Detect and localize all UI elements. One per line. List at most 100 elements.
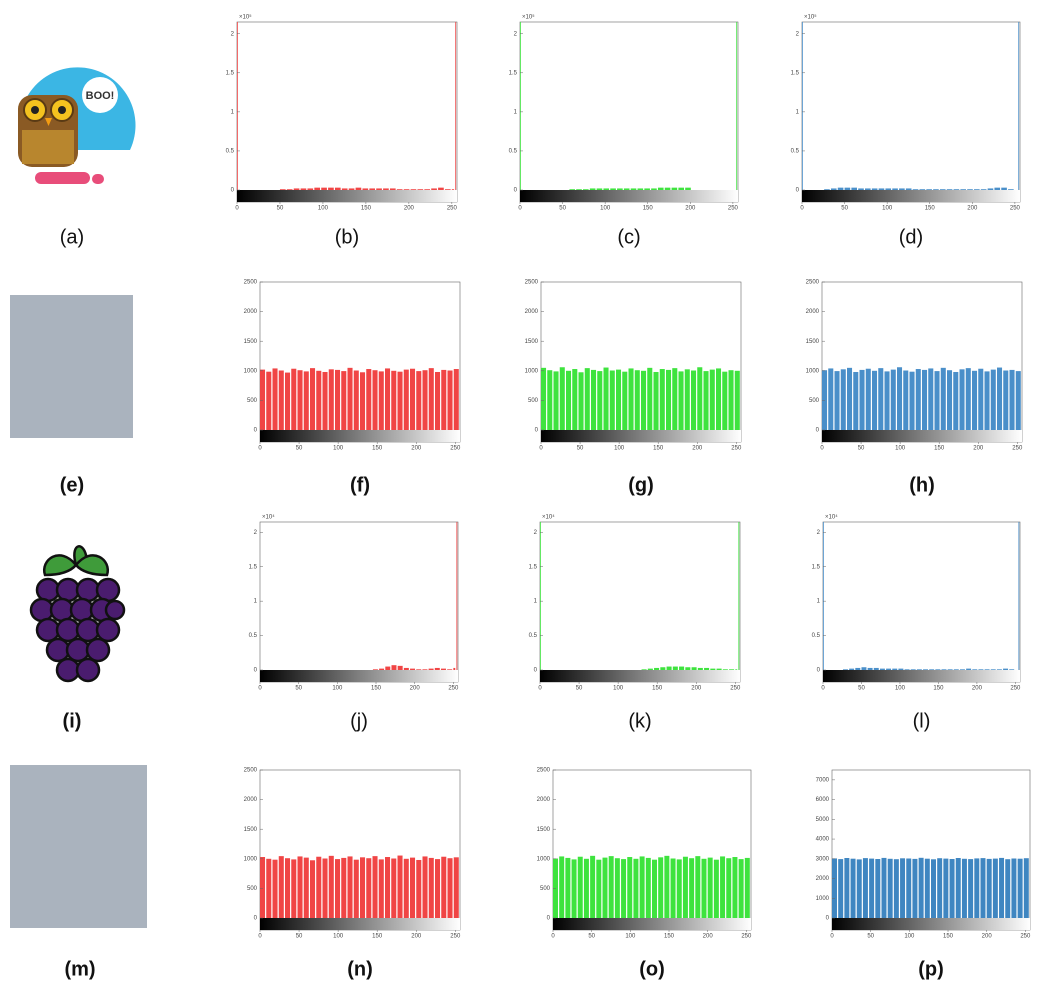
histogram-bar — [860, 370, 865, 430]
histogram-bar — [341, 858, 346, 918]
x-tick-label: 150 — [933, 686, 944, 692]
y-tick-label: 0 — [816, 428, 820, 434]
intensity-colorbar — [540, 670, 740, 682]
histogram-bar — [441, 857, 446, 918]
x-tick-label: 150 — [371, 686, 382, 692]
histogram-bar — [988, 188, 994, 190]
y-tick-label: 2000 — [244, 309, 258, 315]
histogram-bar — [950, 859, 955, 918]
histogram-bar — [279, 856, 284, 918]
histogram-bar — [398, 666, 403, 670]
histogram-bar — [584, 859, 589, 918]
histogram-bar — [948, 669, 953, 670]
histogram-bar — [672, 368, 677, 430]
histogram-bar — [266, 372, 271, 430]
histogram-bar — [847, 368, 852, 430]
x-tick-label: 250 — [730, 686, 741, 692]
histogram-bar — [892, 188, 898, 190]
x-tick-label: 50 — [576, 686, 583, 692]
histogram-bar — [1018, 522, 1019, 670]
x-tick-label: 100 — [625, 934, 636, 940]
histogram-bar — [624, 188, 630, 190]
histogram-bar — [678, 188, 684, 190]
histogram-bar — [875, 859, 880, 918]
x-tick-label: 200 — [410, 686, 421, 692]
y-tick-label: 2 — [796, 31, 800, 37]
histogram-bar — [566, 371, 571, 430]
x-tick-label: 150 — [653, 446, 664, 452]
x-tick-label: 100 — [600, 206, 611, 212]
y-tick-label: 1 — [817, 599, 821, 605]
x-tick-label: 50 — [277, 206, 284, 212]
histogram-bar — [845, 188, 851, 190]
histogram-bar — [987, 859, 992, 918]
histogram-bar — [679, 371, 684, 430]
histogram-bar — [383, 188, 389, 190]
histogram-bar — [410, 669, 415, 670]
y-tick-label: 0.5 — [791, 149, 800, 155]
y-tick-label: 0 — [254, 668, 258, 674]
histogram-bar — [885, 371, 890, 430]
histogram-bar — [285, 373, 290, 430]
histogram-bar — [704, 371, 709, 430]
speech-text: BOO! — [86, 90, 115, 102]
histogram-bar — [616, 370, 621, 430]
histogram-bar — [903, 371, 908, 430]
y-tick-label: 1.5 — [529, 564, 538, 570]
histogram-bar — [423, 856, 428, 918]
histogram-bar — [321, 188, 327, 190]
encrypted-image — [10, 295, 133, 438]
histogram-bar — [631, 188, 637, 190]
histogram-bar — [379, 669, 384, 670]
histogram-bar — [802, 22, 803, 190]
histogram-bar — [906, 188, 912, 190]
chart-caption: (b) — [335, 226, 359, 248]
histogram-bar — [831, 188, 837, 190]
histogram-bar — [379, 859, 384, 918]
intensity-colorbar — [553, 918, 751, 930]
histogram-bar — [906, 859, 911, 918]
x-tick-label: 50 — [296, 446, 303, 452]
chart-caption: (n) — [347, 958, 373, 980]
histogram-bar — [560, 367, 565, 430]
y-tick-label: 2000 — [537, 797, 551, 803]
histogram-bar — [960, 669, 965, 670]
histogram-bar — [390, 188, 396, 190]
histogram-bar — [379, 371, 384, 430]
histogram-bar — [868, 668, 873, 670]
x-tick-label: 0 — [235, 206, 239, 212]
x-tick-label: 250 — [741, 934, 752, 940]
histogram-bar — [666, 370, 671, 430]
panel-caption: (a) — [60, 226, 84, 248]
histogram-bar — [692, 667, 697, 670]
histogram-bar — [435, 372, 440, 430]
histogram-bar — [866, 369, 871, 430]
histogram-bar — [673, 667, 678, 670]
y-tick-label: 6000 — [816, 797, 830, 803]
histogram-bar — [710, 370, 715, 430]
y-tick-label: 0 — [254, 428, 258, 434]
histogram-bar — [237, 22, 238, 190]
histogram-bar — [664, 856, 669, 918]
histogram-bar — [1008, 189, 1014, 190]
chart-caption: (j) — [350, 710, 368, 732]
histogram-bar — [610, 371, 615, 430]
y-tick-label: 3000 — [816, 856, 830, 862]
y-tick-label: 0 — [535, 428, 539, 434]
histogram-bar — [615, 858, 620, 918]
histogram-bar — [576, 189, 582, 190]
x-tick-label: 100 — [333, 446, 344, 452]
x-tick-label: 0 — [551, 934, 555, 940]
histogram-bar — [933, 189, 939, 190]
histogram-bar — [717, 669, 722, 670]
histogram-bar — [683, 857, 688, 918]
histogram-bar — [397, 189, 403, 190]
histogram-bar — [667, 667, 672, 670]
histogram-bar — [858, 188, 864, 190]
histogram-bar — [597, 188, 603, 190]
histogram-bar — [585, 368, 590, 430]
x-tick-label: 200 — [972, 686, 983, 692]
histogram-bar — [291, 369, 296, 430]
histogram-bar — [642, 669, 647, 670]
histogram-bar — [638, 188, 644, 190]
